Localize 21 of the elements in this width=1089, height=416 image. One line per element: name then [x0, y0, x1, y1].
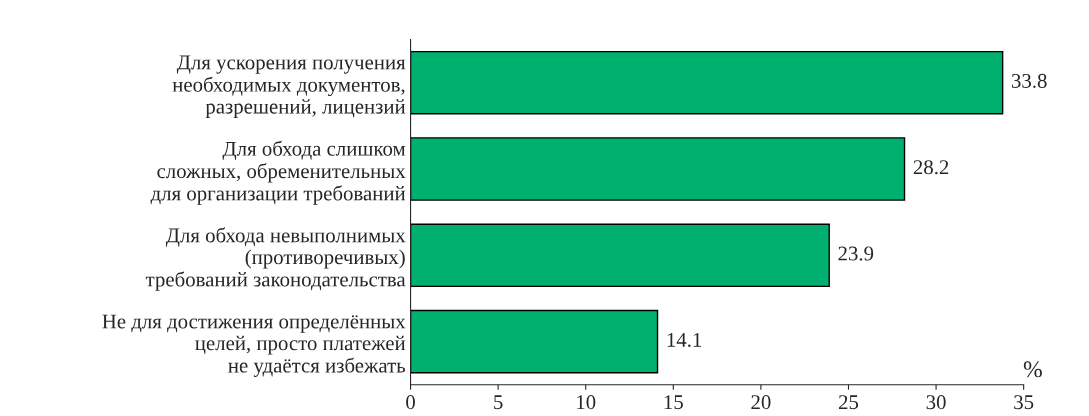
y-tick-label: Для обхода слишком сложных, обременительных для организации требований	[150, 140, 406, 205]
bar	[410, 137, 906, 201]
x-tick-label: 35	[1014, 395, 1034, 410]
data-label: 23.9	[838, 246, 874, 261]
x-tick-label: 20	[751, 395, 771, 410]
data-label: 33.8	[1011, 73, 1047, 88]
x-axis-title: %	[1023, 361, 1042, 378]
x-tick-label: 5	[494, 395, 503, 410]
bar	[410, 50, 1004, 115]
bar	[410, 309, 659, 374]
bar	[410, 223, 830, 288]
y-tick-label: Для ускорения получения необходимых документов, разрешений, лицензий	[172, 55, 406, 118]
x-tick-label: 0	[406, 395, 415, 410]
x-tick-label: 10	[577, 395, 596, 410]
y-tick-label: Для обхода невыполнимых (противоречивых) требований законодательства	[145, 227, 406, 291]
data-label: 14.1	[667, 332, 702, 347]
data-label: 28.2	[913, 160, 949, 175]
x-tick-label: 15	[664, 395, 683, 410]
x-tick-label: 25	[838, 395, 859, 410]
y-tick-label: Не для достижения определённых целей, просто платежей не удаётся избежать	[102, 314, 406, 377]
x-tick-label: 30	[926, 395, 946, 410]
